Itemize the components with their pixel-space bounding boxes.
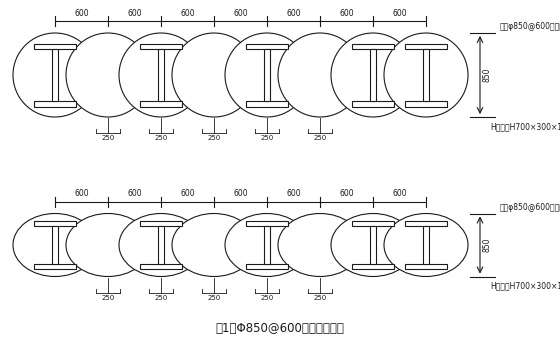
Bar (140, 101, 182, 106)
Bar (264, 49, 269, 101)
Ellipse shape (384, 214, 468, 277)
Text: 600: 600 (286, 190, 301, 198)
Ellipse shape (13, 33, 97, 117)
Ellipse shape (13, 214, 97, 277)
Bar (352, 264, 394, 269)
Text: 250: 250 (101, 294, 115, 301)
Bar (34, 264, 76, 269)
Ellipse shape (331, 214, 415, 277)
Bar (53, 226, 58, 264)
Bar (405, 221, 447, 226)
Ellipse shape (172, 33, 256, 117)
Text: H型钢（H700×300×13×24）: H型钢（H700×300×13×24） (490, 282, 560, 291)
Bar (53, 49, 58, 101)
Bar (264, 226, 269, 264)
Bar (34, 101, 76, 106)
Text: 250: 250 (207, 294, 221, 301)
Bar (158, 49, 164, 101)
Ellipse shape (225, 33, 309, 117)
Text: 600: 600 (392, 9, 407, 18)
Bar (405, 44, 447, 49)
Bar (423, 49, 428, 101)
Text: 600: 600 (74, 190, 89, 198)
Text: 600: 600 (339, 9, 354, 18)
Text: 600: 600 (127, 9, 142, 18)
Text: 850: 850 (483, 238, 492, 252)
Bar (405, 101, 447, 106)
Bar (246, 221, 288, 226)
Bar (405, 264, 447, 269)
Ellipse shape (66, 214, 150, 277)
Text: 600: 600 (233, 9, 248, 18)
Text: 250: 250 (101, 135, 115, 141)
Text: 600: 600 (339, 190, 354, 198)
Bar (371, 226, 376, 264)
Text: 600: 600 (233, 190, 248, 198)
Ellipse shape (119, 33, 203, 117)
Text: 250: 250 (207, 135, 221, 141)
Text: 250: 250 (314, 294, 326, 301)
Ellipse shape (331, 33, 415, 117)
Ellipse shape (278, 33, 362, 117)
Text: 600: 600 (180, 9, 195, 18)
Text: 600: 600 (392, 190, 407, 198)
Text: 600: 600 (127, 190, 142, 198)
Bar (140, 221, 182, 226)
Text: 250: 250 (314, 135, 326, 141)
Bar (246, 264, 288, 269)
Bar (246, 101, 288, 106)
Text: H型钢（H700×300×13×24）: H型钢（H700×300×13×24） (490, 122, 560, 131)
Text: 250: 250 (260, 135, 274, 141)
Text: 600: 600 (286, 9, 301, 18)
Text: 三轴φ850@600水泥土搅拌桩: 三轴φ850@600水泥土搅拌桩 (500, 22, 560, 31)
Text: 600: 600 (74, 9, 89, 18)
Ellipse shape (172, 214, 256, 277)
Ellipse shape (384, 33, 468, 117)
Text: 图1：Φ850@600工法桩布置图: 图1：Φ850@600工法桩布置图 (216, 322, 344, 334)
Ellipse shape (225, 214, 309, 277)
Ellipse shape (278, 214, 362, 277)
Text: 250: 250 (155, 135, 167, 141)
Bar (34, 221, 76, 226)
Text: 三轴φ850@600水泥土搅拌桩: 三轴φ850@600水泥土搅拌桩 (500, 203, 560, 212)
Bar (140, 264, 182, 269)
Bar (352, 221, 394, 226)
Text: 600: 600 (180, 190, 195, 198)
Bar (246, 44, 288, 49)
Bar (158, 226, 164, 264)
Bar (352, 101, 394, 106)
Bar (423, 226, 428, 264)
Ellipse shape (66, 33, 150, 117)
Bar (352, 44, 394, 49)
Text: 850: 850 (483, 68, 492, 82)
Bar (140, 44, 182, 49)
Text: 250: 250 (260, 294, 274, 301)
Bar (371, 49, 376, 101)
Ellipse shape (119, 214, 203, 277)
Bar (34, 44, 76, 49)
Text: 250: 250 (155, 294, 167, 301)
